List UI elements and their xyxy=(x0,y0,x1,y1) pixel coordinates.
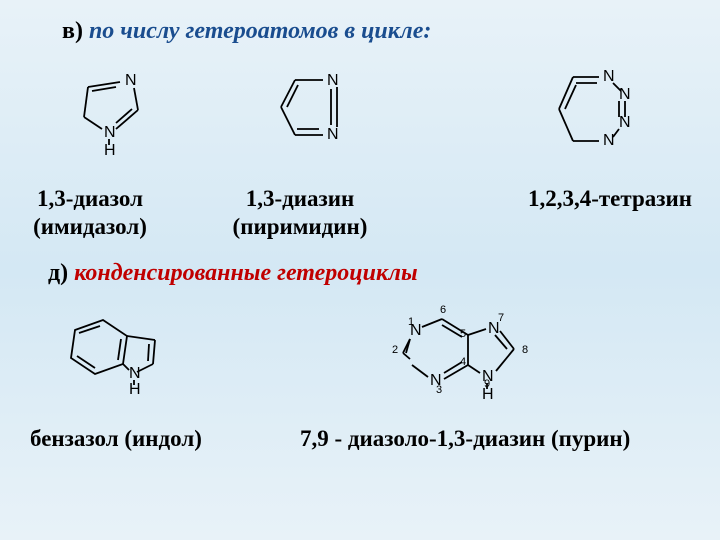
num-8: 8 xyxy=(522,344,528,356)
atom-n: N xyxy=(603,132,615,149)
label-line2: (имидазол) xyxy=(33,214,147,239)
num-6: 6 xyxy=(440,304,446,316)
structure-imidazole: N N H xyxy=(70,55,160,170)
atom-n: N xyxy=(327,72,339,89)
heading-d-text: конденсированные гетероциклы xyxy=(68,260,417,286)
atom-n: N xyxy=(410,322,422,339)
atom-n: N xyxy=(430,372,442,389)
heading-b-letter: в) xyxy=(62,18,83,44)
heading-b-text: по числу гетероатомов в цикле: xyxy=(83,18,431,44)
structure-pyrimidine: N N xyxy=(265,55,365,170)
atom-n: N xyxy=(129,365,141,382)
label-line1: бензазол (индол) xyxy=(30,426,202,451)
atom-n: N xyxy=(104,124,116,141)
label-line1: 1,3-диазол xyxy=(37,186,143,211)
label-tetrazine: 1,2,3,4-тетразин xyxy=(500,185,720,213)
heading-d: д) конденсированные гетероциклы xyxy=(48,260,418,287)
label-indole: бензазол (индол) xyxy=(30,425,290,453)
label-line1: 1,3-диазин xyxy=(246,186,355,211)
label-purine: 7,9 - диазоло-1,3-диазин (пурин) xyxy=(300,425,720,453)
structure-tetrazine: N N N N xyxy=(545,55,655,170)
label-line2: (пиримидин) xyxy=(233,214,368,239)
atom-n: N xyxy=(482,368,494,385)
label-line1: 1,2,3,4-тетразин xyxy=(528,186,692,211)
structure-purine: 1 2 3 4 5 6 7 8 9 N N N N H xyxy=(370,295,570,420)
atom-n: N xyxy=(327,126,339,143)
atom-n: N xyxy=(125,72,137,89)
heading-b: в) по числу гетероатомов в цикле: xyxy=(62,18,431,45)
atom-n: N xyxy=(488,320,500,337)
label-line1: 7,9 - диазоло-1,3-диазин (пурин) xyxy=(300,426,630,451)
num-2: 2 xyxy=(392,344,398,356)
label-imidazole: 1,3-диазол (имидазол) xyxy=(0,185,180,240)
heading-d-letter: д) xyxy=(48,260,68,286)
atom-n: N xyxy=(619,86,631,103)
atom-n: N xyxy=(603,68,615,85)
structure-indole: N H xyxy=(55,300,195,415)
label-pyrimidine: 1,3-диазин (пиримидин) xyxy=(200,185,400,240)
